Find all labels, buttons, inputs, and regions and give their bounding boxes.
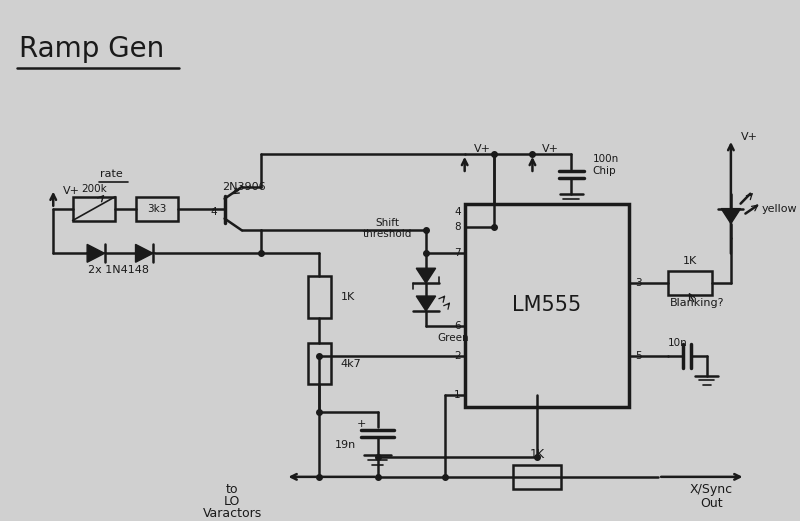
Text: 200k: 200k: [81, 184, 106, 194]
Bar: [73, 197, 115, 220]
Text: 2N3906: 2N3906: [222, 182, 266, 192]
Text: 8: 8: [454, 221, 461, 231]
Text: 6: 6: [454, 321, 461, 331]
Text: 1K: 1K: [530, 449, 545, 462]
Text: LM555: LM555: [512, 295, 582, 316]
Text: Shift
threshold: Shift threshold: [362, 218, 412, 239]
Text: 2x 1N4148: 2x 1N4148: [88, 265, 149, 275]
Bar: [513, 465, 562, 489]
Text: 100n
Chip: 100n Chip: [593, 154, 618, 176]
Text: V+: V+: [741, 132, 758, 142]
Text: yellow: yellow: [762, 204, 798, 214]
Polygon shape: [416, 296, 436, 311]
Text: Blanking?: Blanking?: [670, 298, 724, 308]
Bar: [465, 204, 630, 407]
Text: 3: 3: [635, 278, 642, 288]
Text: V+: V+: [542, 144, 559, 154]
Text: X/Sync: X/Sync: [690, 483, 733, 497]
Text: 4k7: 4k7: [341, 358, 362, 368]
Text: 1: 1: [454, 390, 461, 400]
Text: V+: V+: [63, 186, 80, 196]
Text: LO: LO: [224, 495, 241, 508]
Text: Ramp Gen: Ramp Gen: [19, 35, 165, 63]
Text: 1K: 1K: [341, 292, 355, 302]
Text: 5: 5: [635, 351, 642, 361]
Text: rate: rate: [100, 169, 122, 179]
Text: 2: 2: [454, 351, 461, 361]
Text: 3k3: 3k3: [147, 204, 166, 214]
Text: Varactors: Varactors: [202, 507, 262, 520]
Polygon shape: [135, 244, 153, 262]
Bar: [668, 271, 713, 295]
Text: +: +: [357, 419, 366, 429]
Text: 19n: 19n: [335, 440, 356, 450]
Text: 7: 7: [454, 249, 461, 258]
Text: V+: V+: [474, 144, 491, 154]
Polygon shape: [87, 244, 105, 262]
Text: Green: Green: [438, 333, 469, 343]
Text: 10n: 10n: [668, 338, 687, 348]
Polygon shape: [722, 208, 741, 224]
Text: Out: Out: [700, 497, 723, 510]
Bar: [308, 276, 331, 318]
Text: 4: 4: [210, 207, 217, 217]
Text: to: to: [226, 483, 238, 497]
Text: 1K: 1K: [683, 256, 698, 266]
Bar: [308, 343, 331, 384]
Polygon shape: [416, 268, 436, 283]
Text: 4: 4: [454, 207, 461, 217]
Bar: [135, 197, 178, 220]
